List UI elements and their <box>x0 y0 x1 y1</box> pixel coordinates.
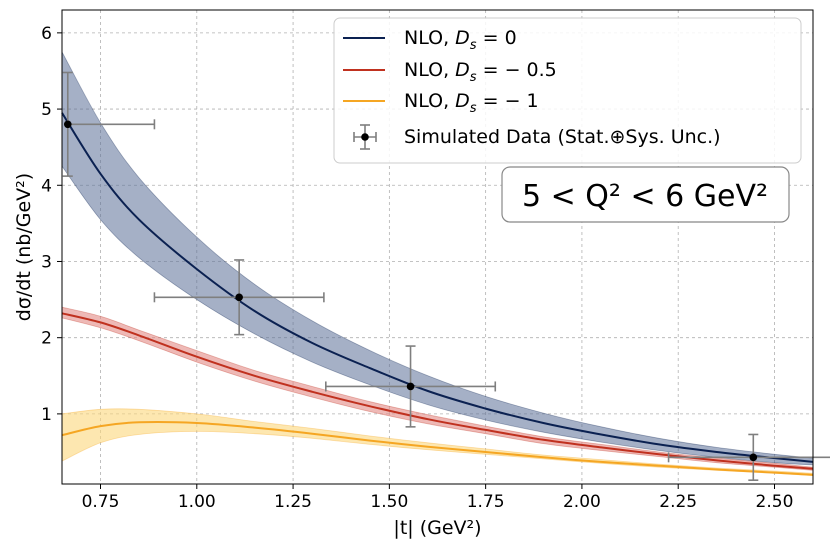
y-tick-label-1: 2 <box>41 329 52 349</box>
x-tick-label-1: 1.00 <box>178 492 216 512</box>
y-axis-label: dσ/dt (nb/GeV²) <box>13 173 35 321</box>
legend-label-data: Simulated Data (Stat.⊕Sys. Unc.) <box>404 126 721 148</box>
series-lines <box>61 112 814 476</box>
legend-entry-2: NLO, Ds = − 1 <box>343 90 539 116</box>
marker-2 <box>406 382 415 391</box>
legend-entry-1: NLO, Ds = − 0.5 <box>343 59 557 85</box>
y-tick-label-4: 5 <box>41 100 52 120</box>
legend-entry-0: NLO, Ds = 0 <box>343 27 517 53</box>
legend-label-2: NLO, Ds = − 1 <box>404 90 539 116</box>
data-point-1 <box>153 259 325 336</box>
x-tick-label-3: 1.50 <box>370 492 408 512</box>
x-tick-label-0: 0.75 <box>82 492 120 512</box>
x-tick-label-2: 1.25 <box>274 492 312 512</box>
data-point-3 <box>667 433 830 481</box>
line-series-0 <box>61 112 814 463</box>
marker-0 <box>63 120 72 129</box>
y-tick-label-0: 1 <box>41 405 52 425</box>
x-tick-label-7: 2.50 <box>756 492 794 512</box>
y-tick-label-5: 6 <box>41 24 52 44</box>
y-tick-label-2: 3 <box>41 252 52 272</box>
x-axis-ticks: 0.75 1.00 1.25 1.50 1.75 2.00 2.25 2.50 <box>82 484 794 512</box>
data-point-0 <box>62 71 156 177</box>
legend-box <box>333 17 802 164</box>
legend-entry-data: Simulated Data (Stat.⊕Sys. Unc.) <box>353 124 721 150</box>
y-axis-ticks: 1 2 3 4 5 6 <box>41 24 62 425</box>
data-points <box>62 71 830 481</box>
legend: NLO, Ds = 0 NLO, Ds = − 0.5 NLO, Ds = − 1 S… <box>333 17 802 164</box>
line-series-2 <box>61 421 814 476</box>
marker-1 <box>235 293 243 302</box>
x-tick-label-5: 2.00 <box>563 492 601 512</box>
x-axis-label: |t| (GeV²) <box>393 517 481 539</box>
legend-label-1: NLO, Ds = − 0.5 <box>404 59 557 85</box>
annotation-frame <box>501 166 790 223</box>
line-series-1 <box>61 312 814 470</box>
plot-frame <box>61 9 814 485</box>
legend-label-0: NLO, Ds = 0 <box>404 27 517 53</box>
annotation-text: 5 < Q² < 6 GeV² <box>522 179 768 214</box>
y-tick-label-3: 4 <box>41 176 52 196</box>
annotation-box: 5 < Q² < 6 GeV² <box>501 166 790 223</box>
legend-marker <box>361 133 369 141</box>
x-tick-label-6: 2.25 <box>659 492 697 512</box>
x-tick-label-4: 1.75 <box>467 492 505 512</box>
data-point-2 <box>325 345 497 428</box>
marker-3 <box>749 453 758 462</box>
